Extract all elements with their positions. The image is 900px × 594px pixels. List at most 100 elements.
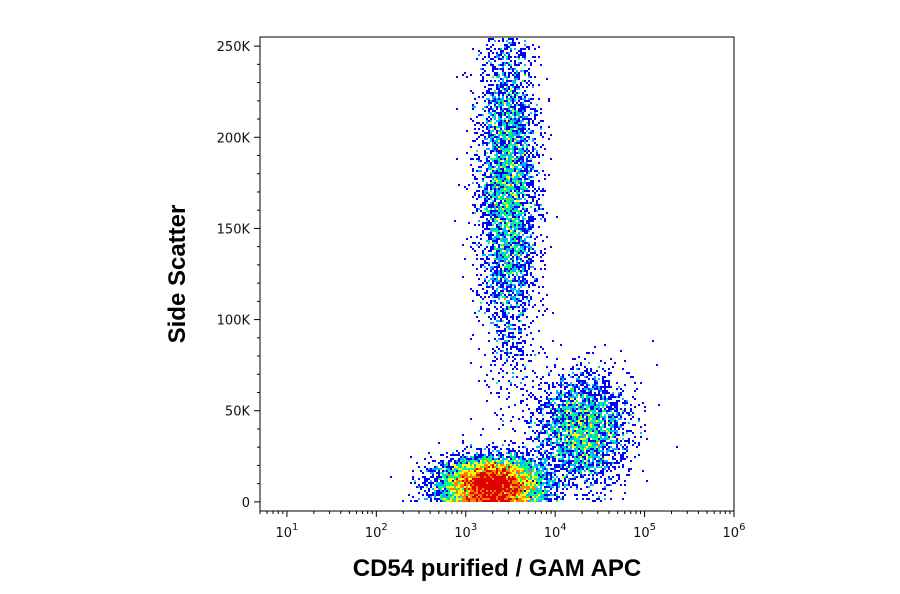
event-dot (454, 488, 456, 490)
event-dot (538, 388, 540, 390)
event-dot (526, 116, 528, 118)
event-dot (502, 132, 504, 134)
event-dot (512, 258, 514, 260)
event-dot (560, 450, 562, 452)
event-dot (508, 214, 510, 216)
event-dot (498, 326, 500, 328)
event-dot (442, 454, 444, 456)
event-dot (498, 86, 500, 88)
event-dot (500, 102, 502, 104)
event-dot (472, 204, 474, 206)
event-dot (470, 492, 472, 494)
event-dot (604, 460, 606, 462)
event-dot (524, 180, 526, 182)
event-dot (496, 252, 498, 254)
event-dot (514, 60, 516, 62)
event-dot (526, 490, 528, 492)
event-dot (580, 462, 582, 464)
event-dot (496, 220, 498, 222)
event-dot (562, 464, 564, 466)
event-dot (514, 486, 516, 488)
event-dot (512, 336, 514, 338)
event-dot (538, 84, 540, 86)
event-dot (462, 498, 464, 500)
event-dot (504, 190, 506, 192)
event-dot (518, 500, 520, 502)
event-dot (606, 432, 608, 434)
event-dot (498, 214, 500, 216)
event-dot (486, 218, 488, 220)
event-dot (530, 130, 532, 132)
event-dot (504, 362, 506, 364)
event-dot (490, 112, 492, 114)
event-dot (506, 174, 508, 176)
event-dot (496, 102, 498, 104)
event-dot (518, 320, 520, 322)
event-dot (500, 164, 502, 166)
event-dot (564, 422, 566, 424)
event-dot (480, 486, 482, 488)
event-dot (464, 498, 466, 500)
event-dot (490, 500, 492, 502)
event-dot (528, 154, 530, 156)
event-dot (510, 68, 512, 70)
event-dot (508, 500, 510, 502)
event-dot (544, 476, 546, 478)
event-dot (488, 166, 490, 168)
event-dot (510, 494, 512, 496)
event-dot (510, 188, 512, 190)
event-dot (464, 478, 466, 480)
event-dot (524, 460, 526, 462)
event-dot (512, 186, 514, 188)
event-dot (470, 490, 472, 492)
event-dot (506, 468, 508, 470)
event-dot (510, 228, 512, 230)
event-dot (544, 174, 546, 176)
event-dot (442, 480, 444, 482)
event-dot (506, 48, 508, 50)
event-dot (520, 144, 522, 146)
event-dot (512, 98, 514, 100)
event-dot (452, 482, 454, 484)
event-dot (584, 402, 586, 404)
event-dot (490, 102, 492, 104)
event-dot (492, 280, 494, 282)
event-dot (584, 462, 586, 464)
event-dot (502, 136, 504, 138)
event-dot (502, 172, 504, 174)
event-dot (558, 410, 560, 412)
event-dot (518, 332, 520, 334)
event-dot (484, 478, 486, 480)
event-dot (558, 480, 560, 482)
event-dot (498, 462, 500, 464)
event-dot (536, 114, 538, 116)
event-dot (506, 284, 508, 286)
event-dot (522, 248, 524, 250)
event-dot (482, 282, 484, 284)
event-dot (518, 306, 520, 308)
event-dot (540, 454, 542, 456)
event-dot (518, 498, 520, 500)
event-dot (518, 116, 520, 118)
event-dot (498, 208, 500, 210)
event-dot (604, 466, 606, 468)
event-dot (502, 476, 504, 478)
event-dot (500, 268, 502, 270)
event-dot (604, 410, 606, 412)
event-dot (478, 208, 480, 210)
event-dot (562, 404, 564, 406)
event-dot (600, 440, 602, 442)
event-dot (472, 334, 474, 336)
event-dot (536, 468, 538, 470)
event-dot (568, 478, 570, 480)
event-dot (524, 56, 526, 58)
event-dot (536, 478, 538, 480)
event-dot (500, 128, 502, 130)
event-dot (510, 38, 512, 40)
event-dot (494, 116, 496, 118)
event-dot (450, 496, 452, 498)
event-dot (580, 426, 582, 428)
event-dot (592, 484, 594, 486)
event-dot (504, 478, 506, 480)
event-dot (504, 178, 506, 180)
